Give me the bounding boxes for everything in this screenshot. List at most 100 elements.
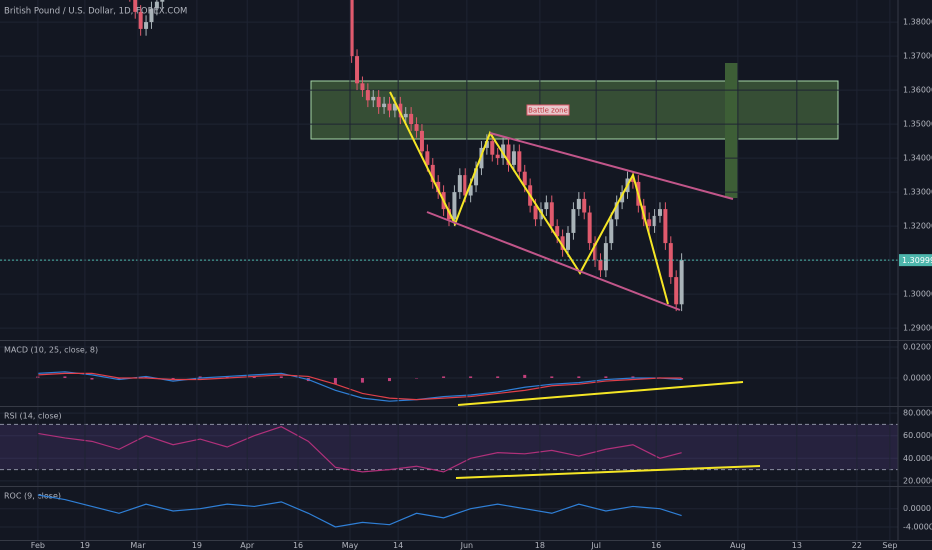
indicator-line bbox=[37, 372, 682, 401]
candle-body bbox=[387, 103, 392, 111]
y-tick-label: 1.33000 bbox=[903, 188, 932, 197]
histogram-bar bbox=[387, 377, 391, 382]
candle-body bbox=[468, 185, 473, 196]
candle-body bbox=[425, 151, 430, 165]
x-tick-label: May bbox=[342, 541, 359, 550]
candle-body bbox=[463, 175, 468, 196]
candle-body bbox=[668, 243, 673, 278]
candle-body bbox=[679, 260, 684, 305]
pane-title: ROC (9, close) bbox=[4, 492, 61, 501]
candle-body bbox=[495, 154, 500, 159]
y-tick-label: 0.0000 bbox=[903, 504, 931, 513]
candle-body bbox=[138, 11, 143, 29]
candle-body bbox=[430, 164, 435, 182]
indicator-line bbox=[37, 426, 682, 473]
candle-body bbox=[355, 56, 360, 84]
x-tick-label: Jul bbox=[590, 541, 601, 550]
last-price-label: 1.30999 bbox=[902, 256, 932, 265]
candle-body bbox=[560, 236, 565, 250]
candle-body bbox=[360, 83, 365, 91]
candle-body bbox=[160, 0, 165, 2]
y-tick-label: 1.37000 bbox=[903, 52, 932, 61]
histogram-bar bbox=[63, 376, 67, 378]
candle-body bbox=[490, 141, 495, 155]
x-tick-label: Jun bbox=[460, 541, 474, 550]
candle-body bbox=[587, 212, 592, 244]
candle-body bbox=[474, 168, 479, 186]
histogram-bar bbox=[604, 376, 608, 378]
candle-body bbox=[457, 175, 462, 193]
histogram-bar bbox=[469, 376, 473, 378]
candle-body bbox=[609, 219, 614, 244]
candle-body bbox=[544, 202, 549, 210]
y-tick-label: 1.29000 bbox=[903, 324, 932, 333]
candle-body bbox=[365, 90, 370, 101]
candle-body bbox=[603, 243, 608, 271]
candle-body bbox=[566, 232, 571, 250]
histogram-bar bbox=[144, 376, 148, 378]
candle-body bbox=[533, 205, 538, 220]
y-tick-label: 1.38000 bbox=[903, 18, 932, 27]
macd-trendline bbox=[457, 381, 744, 406]
candle-body bbox=[663, 209, 668, 244]
y-tick-label: 1.36000 bbox=[903, 86, 932, 95]
candle-body bbox=[414, 124, 419, 131]
candle-body bbox=[376, 96, 381, 108]
candle-body bbox=[501, 144, 506, 159]
candle-body bbox=[511, 151, 516, 165]
target-bar bbox=[725, 63, 738, 198]
histogram-bar bbox=[496, 376, 500, 378]
y-tick-label: 40.0000 bbox=[903, 454, 932, 463]
y-tick-label: 1.30000 bbox=[903, 290, 932, 299]
channel-upper bbox=[489, 132, 734, 200]
zone-label-box bbox=[526, 104, 570, 116]
candle-body bbox=[398, 103, 403, 118]
y-tick-label: 0.0000 bbox=[903, 373, 931, 382]
y-tick-label: 80.0000 bbox=[903, 409, 932, 418]
pane-title: MACD (10, 25, close, 8) bbox=[4, 346, 98, 355]
y-tick-label: 0.0200 bbox=[903, 343, 931, 352]
candle-body bbox=[403, 113, 408, 118]
histogram-bar bbox=[631, 376, 635, 378]
y-tick-label: 1.32000 bbox=[903, 222, 932, 231]
histogram-bar bbox=[550, 376, 554, 378]
candle-body bbox=[657, 209, 662, 216]
x-tick-label: 22 bbox=[852, 541, 862, 550]
drawings-front: Battle zone British Pound / U.S. Dollar,… bbox=[4, 7, 761, 479]
candle-body bbox=[452, 192, 457, 220]
candle-body bbox=[392, 103, 397, 111]
x-tick-label: Sep bbox=[882, 541, 897, 550]
y-tick-label: 1.35000 bbox=[903, 120, 932, 129]
candle-body bbox=[517, 151, 522, 172]
candle-body bbox=[154, 1, 159, 9]
x-tick-label: Apr bbox=[240, 541, 255, 550]
candle-body bbox=[674, 277, 679, 305]
x-tick-label: 19 bbox=[80, 541, 90, 550]
zigzag bbox=[389, 91, 669, 305]
indicator-line bbox=[37, 371, 682, 402]
x-tick-label: 16 bbox=[293, 541, 303, 550]
candle-body bbox=[549, 202, 554, 227]
histogram-bar bbox=[680, 377, 684, 380]
histogram-bar bbox=[415, 377, 419, 379]
histogram-bar bbox=[90, 377, 94, 380]
candle-body bbox=[349, 0, 354, 57]
y-tick-label: 20.0000 bbox=[903, 476, 932, 485]
candle-body bbox=[371, 96, 376, 101]
histogram-bar bbox=[577, 376, 581, 378]
candle-body bbox=[144, 22, 149, 29]
candle-body bbox=[576, 198, 581, 210]
candle-body bbox=[630, 178, 635, 182]
histogram-bar bbox=[171, 377, 175, 380]
candle-body bbox=[419, 130, 424, 152]
candle-body bbox=[409, 113, 414, 125]
histogram-bar bbox=[225, 376, 229, 378]
histogram-bar bbox=[333, 377, 337, 385]
candle-body bbox=[506, 144, 511, 165]
candle-body bbox=[133, 0, 138, 12]
x-tick-label: 19 bbox=[192, 541, 202, 550]
histogram-bar bbox=[523, 374, 527, 378]
symbol-title: British Pound / U.S. Dollar, 1D, FOREX.C… bbox=[4, 7, 187, 17]
histogram-bar bbox=[442, 376, 446, 378]
